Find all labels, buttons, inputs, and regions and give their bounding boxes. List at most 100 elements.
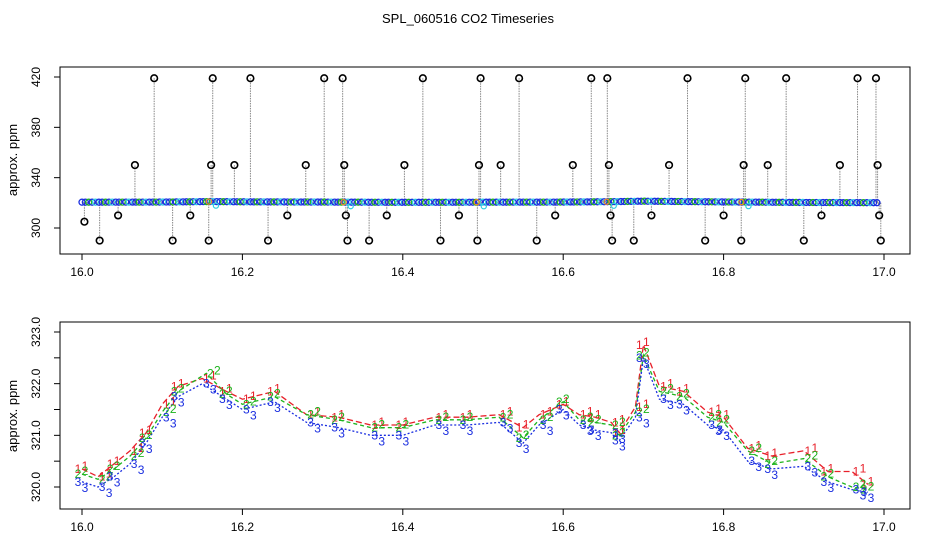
raw-baseline-point [674,197,682,206]
raw-baseline-point [684,197,692,206]
raw-outlier-point [454,211,464,220]
raw-baseline-point [630,197,639,205]
smoothed-series-3-point: 3 [868,491,875,505]
smoothed-series-1-point: 1 [274,381,281,395]
raw-baseline-point [78,198,86,206]
raw-baseline-point [637,197,645,205]
raw-baseline-point [533,198,541,206]
raw-baseline-point [566,198,575,206]
smoothed-series-2-point: 2 [178,381,185,395]
raw-ylabel: approx. ppm [5,124,20,196]
raw-baseline-point [243,198,251,206]
smoothed-xtick-label: 16.4 [391,520,415,534]
smoothed-series-2-point: 2 [243,397,250,411]
raw-outlier-point [739,160,748,170]
chart-title: SPL_060516 CO2 Timeseries [382,11,554,26]
raw-baseline-point [196,198,204,206]
raw-ytick-label: 340 [29,167,43,187]
raw-outlier-point [207,160,216,170]
smoothed-series-1-point: 1 [378,415,385,429]
smoothed-series-3-point: 3 [338,427,345,441]
smoothed-plot-frame [59,321,911,510]
raw-baseline-point [112,198,120,206]
smoothed-series-1-point: 1 [708,405,715,419]
smoothed-series-3-point: 3 [436,418,443,432]
smoothed-series-1-point: 1 [146,423,153,437]
smoothed-series-3-point: 3 [619,432,626,446]
smoothed-series-3-point: 3 [676,397,683,411]
raw-baseline-point [293,198,302,206]
raw-cyan-point [480,203,487,210]
raw-baseline-point [617,197,625,206]
smoothed-series-1-point: 1 [547,405,554,419]
smoothed-series-1-point: 1 [660,379,667,393]
raw-baseline-point [455,198,463,206]
raw-baseline-point [435,198,443,206]
smoothed-series-2-point: 2 [755,441,762,455]
smoothed-series-1-point: 1 [853,465,860,479]
smoothed-series-2-point: 2 [643,402,650,416]
raw-baseline-point [176,198,184,206]
smoothed-series-2-point: 2 [643,345,650,359]
smoothed-series-2-point: 2 [219,387,226,401]
smoothed-series-3-point: 3 [636,351,643,365]
raw-baseline-point [85,198,93,206]
smoothed-series-3-point: 3 [612,426,619,440]
raw-baseline-point [361,198,369,206]
smoothed-series-3-point: 3 [443,424,450,438]
raw-baseline-point [317,198,325,206]
raw-baseline-point [122,198,130,206]
raw-baseline-point [846,198,854,207]
raw-baseline-point [701,198,709,206]
smoothed-series-1-point: 1 [210,369,217,383]
raw-baseline-point [745,198,753,206]
raw-outlier-point [532,236,541,245]
raw-outlier-point [186,211,195,220]
smoothed-series-3-point: 3 [540,418,547,432]
raw-baseline-point [165,198,174,206]
smoothed-series-1-point: 1 [371,418,378,432]
smoothed-series-2-point: 2 [821,470,828,484]
raw-baseline-point [425,198,433,206]
smoothed-series-2-point: 2 [619,425,626,439]
smoothed-series-2-point: 2 [667,381,674,395]
raw-baseline-point [91,198,100,206]
raw-baseline-point [364,198,372,206]
raw-baseline-point [812,198,820,207]
smoothed-yaxis: 320.0 321.0 322.0 323.0 [29,317,60,502]
raw-outlier-point [606,211,615,220]
raw-baseline-point [351,198,359,206]
smoothed-series-3-point: 3 [460,418,467,432]
raw-baseline-point [465,198,474,206]
raw-baseline-point [233,198,241,206]
raw-baseline-point [866,199,874,207]
smoothed-xtick-label: 16.0 [70,520,94,534]
smoothed-series-3-point: 3 [580,418,587,432]
raw-outlier-point [382,211,391,220]
raw-xtick-label: 16.0 [70,265,94,279]
smoothed-series-2-point: 2 [861,483,868,497]
raw-baseline-point [314,198,322,206]
smoothed-series-1-point: 1 [99,470,106,484]
smoothed-series-2-point: 2 [811,449,818,463]
smoothed-series-2-point: 2 [460,413,467,427]
smoothed-series-3-point: 3 [138,463,145,477]
smoothed-series-1-point: 1 [106,467,113,481]
smoothed-series-3-point: 3 [131,457,138,471]
raw-baseline-point [657,197,666,206]
raw-outlier-point [113,211,123,220]
smoothed-marks: 1 11 11 11 11 11 11 1 1 11 11 1 1 11 1 1 11 1 1 1 1 1 1 1 1 11 11 1… [75,335,875,505]
smoothed-series-2-line [81,352,869,491]
raw-outlier-point [246,74,255,83]
raw-yaxis: 300 340 380 420 [29,67,60,238]
raw-baseline-point [698,198,706,206]
raw-baseline-point [499,198,507,206]
smoothed-series-1-point: 1 [771,446,778,460]
smoothed-series-3-point: 3 [114,476,121,490]
smoothed-series-1-point: 1 [131,444,138,458]
smoothed-series-2-point: 2 [82,464,89,478]
smoothed-series-1-point: 1 [436,410,443,424]
smoothed-series-1-point: 1 [500,408,507,422]
raw-baseline-point [506,198,514,206]
raw-outlier-point [873,160,882,170]
